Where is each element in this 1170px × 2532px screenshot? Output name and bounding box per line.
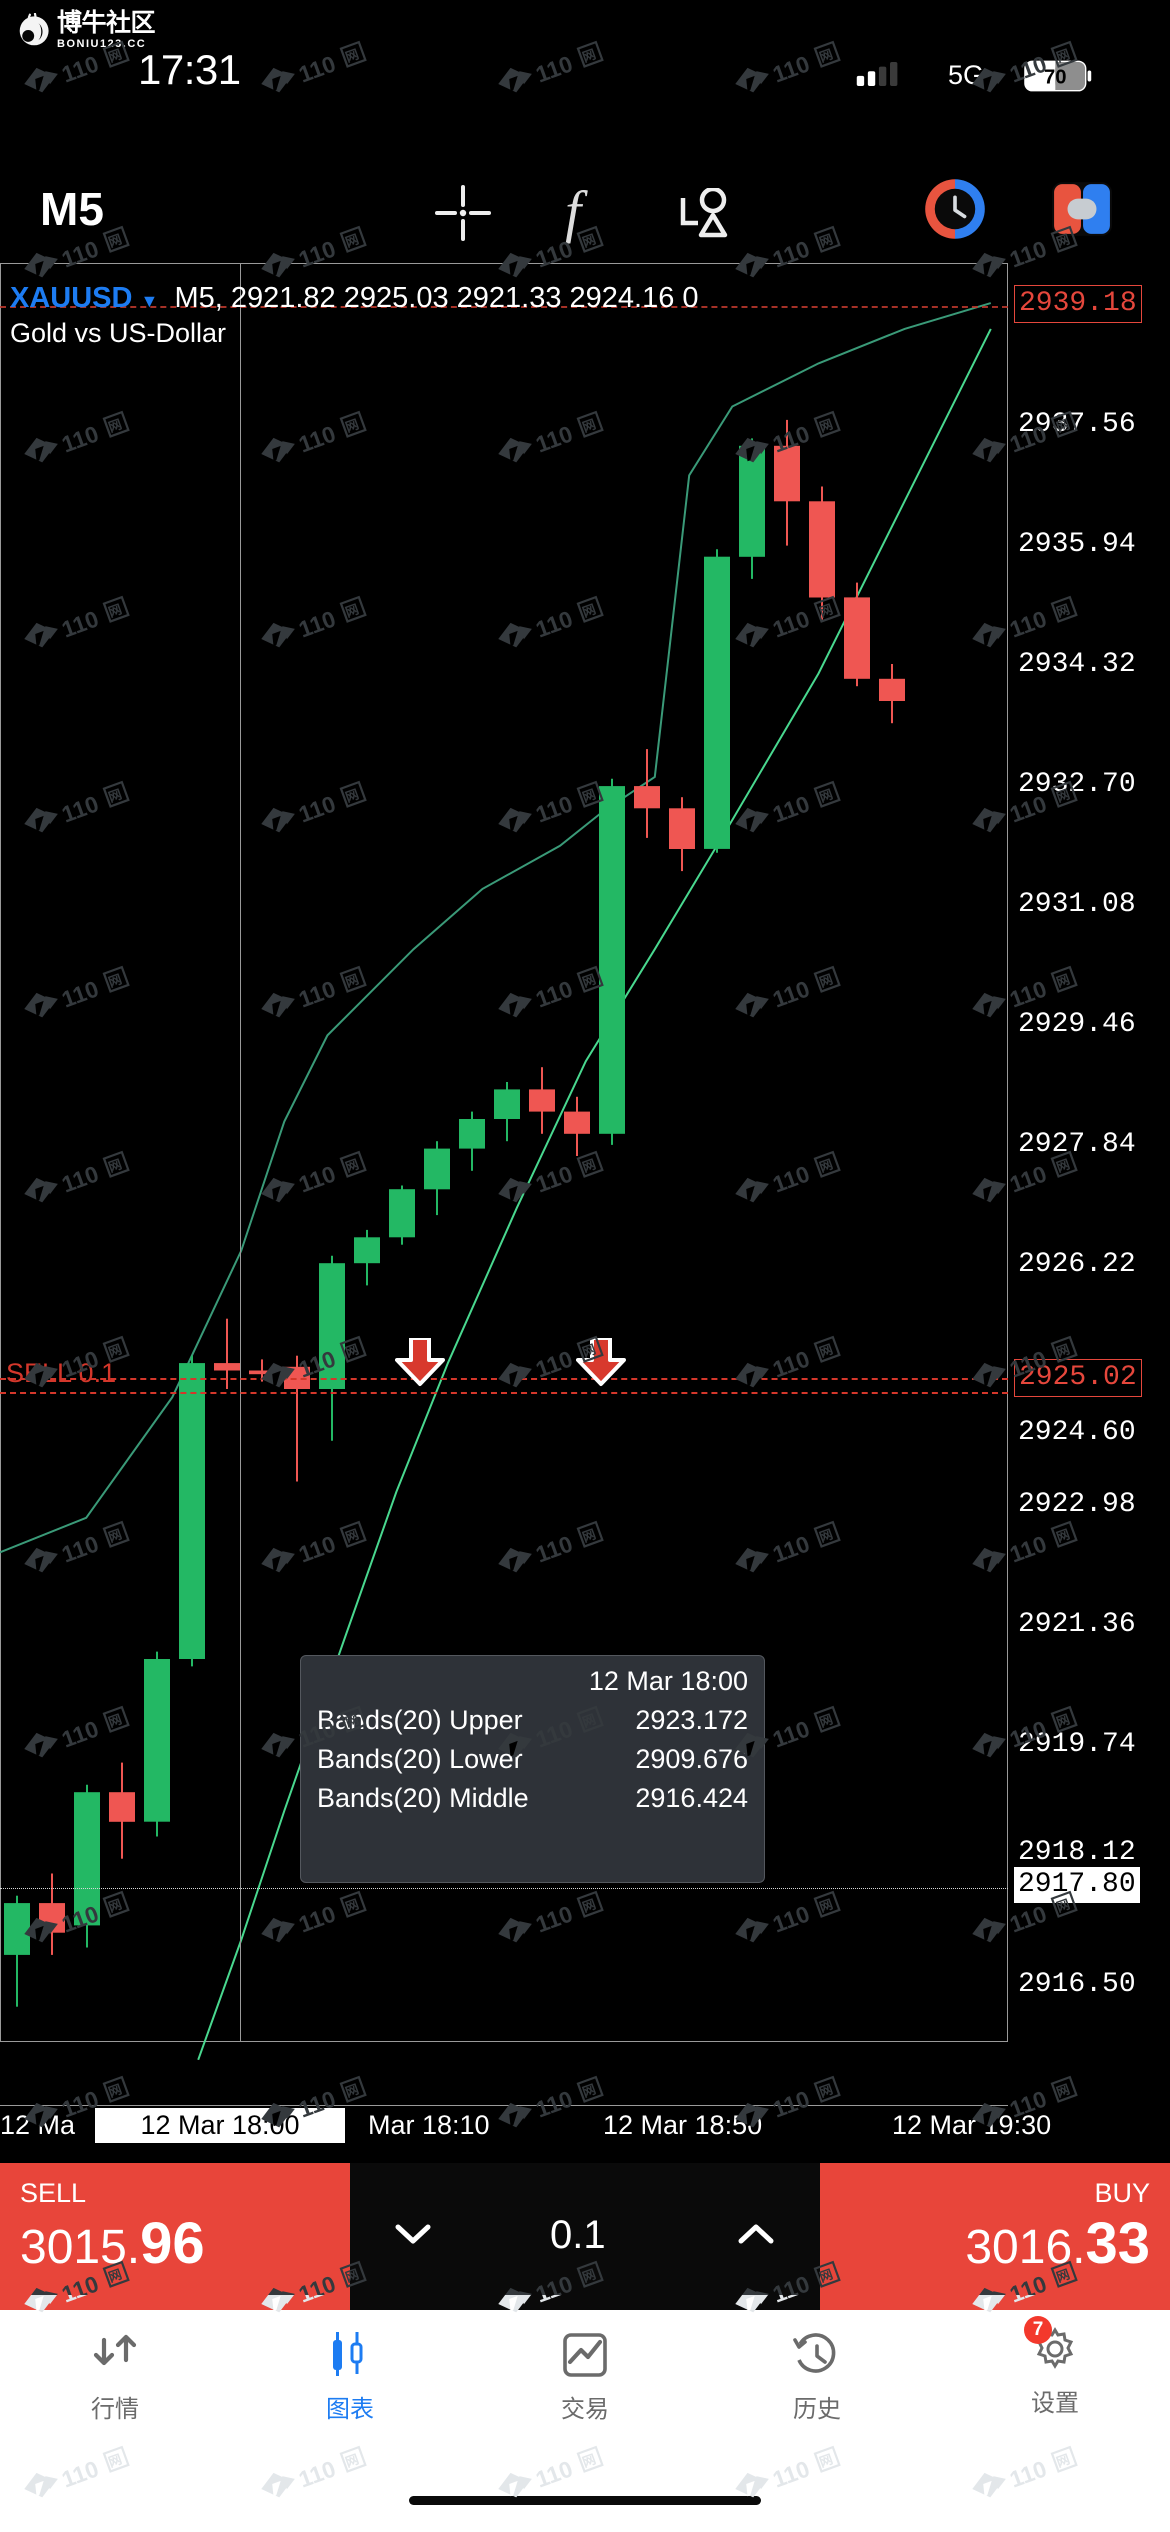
svg-text:70: 70	[1044, 66, 1067, 88]
